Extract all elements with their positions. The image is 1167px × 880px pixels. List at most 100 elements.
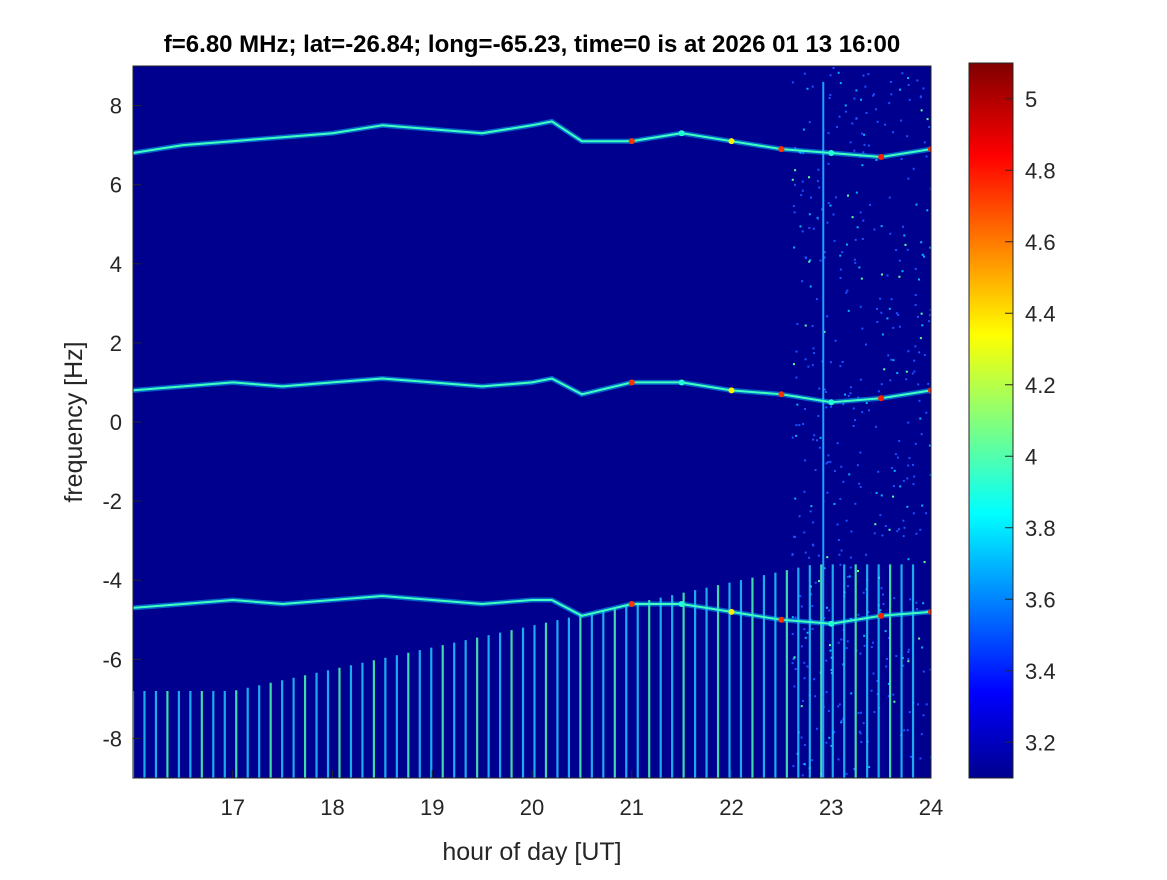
noise-speck (839, 497, 842, 500)
x-tick-label: 22 (719, 795, 743, 820)
noise-speck (834, 339, 837, 342)
noise-speck (837, 758, 840, 761)
noise-speck (803, 744, 806, 747)
noise-speck (886, 317, 889, 320)
noise-speck (794, 183, 797, 186)
trace-point (728, 608, 735, 615)
x-tick-label: 23 (819, 795, 843, 820)
noise-speck (820, 208, 823, 211)
noise-speck (848, 473, 851, 476)
noise-speck (928, 314, 931, 317)
noise-speck (880, 311, 883, 314)
noise-speck (920, 241, 923, 244)
noise-speck (894, 453, 897, 456)
noise-speck (803, 490, 806, 493)
noise-speck (808, 213, 811, 216)
noise-speck (850, 692, 853, 695)
noise-speck (818, 387, 821, 390)
noise-speck (816, 727, 819, 730)
noise-speck (857, 613, 860, 616)
noise-speck (907, 84, 910, 87)
noise-speck (846, 575, 849, 578)
noise-speck (838, 703, 841, 706)
noise-speck (793, 656, 796, 659)
noise-speck (872, 672, 875, 675)
noise-speck (906, 729, 909, 732)
noise-speck (795, 376, 798, 379)
noise-speck (906, 505, 909, 508)
noise-speck (833, 239, 836, 242)
colorbar-tick-label: 3.8 (1025, 516, 1056, 541)
y-tick-label: -4 (102, 568, 122, 593)
noise-speck (796, 403, 799, 406)
noise-speck (845, 772, 848, 775)
noise-speck (801, 774, 804, 777)
noise-speck (802, 128, 805, 131)
noise-speck (859, 305, 862, 308)
noise-speck (926, 118, 929, 121)
noise-speck (808, 260, 811, 263)
noise-speck (839, 82, 842, 85)
trace-point (878, 395, 885, 402)
noise-speck (923, 255, 926, 258)
colorbar-tick-label: 4.4 (1025, 301, 1056, 326)
noise-speck (823, 330, 826, 333)
noise-speck (800, 645, 803, 648)
noise-speck (897, 528, 900, 531)
trace-point (878, 153, 885, 160)
noise-speck (887, 354, 890, 357)
noise-speck (852, 425, 855, 428)
noise-speck (888, 307, 891, 310)
noise-speck (830, 668, 833, 671)
noise-speck (856, 226, 859, 229)
noise-speck (892, 131, 895, 134)
noise-speck (794, 497, 797, 500)
noise-speck (853, 768, 856, 771)
noise-speck (902, 519, 905, 522)
noise-speck (794, 535, 797, 538)
noise-speck (864, 343, 867, 346)
noise-speck (810, 618, 813, 621)
noise-speck (803, 408, 806, 411)
noise-speck (860, 740, 863, 743)
noise-speck (901, 270, 904, 273)
noise-speck (802, 423, 805, 426)
chart-title: f=6.80 MHz; lat=-26.84; long=-65.23, tim… (164, 31, 900, 58)
noise-speck (868, 766, 871, 769)
noise-speck (911, 463, 914, 466)
noise-speck (804, 551, 807, 554)
noise-speck (829, 649, 832, 652)
noise-speck (791, 178, 794, 181)
noise-speck (862, 591, 865, 594)
noise-speck (837, 705, 840, 708)
noise-speck (853, 419, 856, 422)
noise-speck (870, 689, 873, 692)
noise-speck (863, 634, 866, 637)
noise-speck (852, 407, 855, 410)
noise-speck (889, 232, 892, 235)
noise-speck (826, 491, 829, 494)
noise-speck (846, 585, 849, 588)
trace-point (678, 130, 685, 137)
colorbar-tick-label: 4.6 (1025, 230, 1056, 255)
colorbar-tick-label: 4 (1025, 444, 1037, 469)
noise-speck (859, 711, 862, 714)
y-tick-label: 6 (110, 173, 122, 198)
noise-speck (798, 423, 801, 426)
noise-speck (859, 211, 862, 214)
noise-speck (804, 324, 807, 327)
trace-line (133, 594, 931, 625)
noise-speck (803, 628, 806, 631)
noise-speck (919, 528, 922, 531)
noise-speck (808, 556, 811, 559)
colorbar-tick-label: 5 (1025, 87, 1037, 112)
noise-speck (792, 765, 795, 768)
noise-speck (873, 711, 876, 714)
noise-speck (920, 312, 923, 315)
noise-speck (801, 280, 804, 283)
noise-speck (928, 320, 931, 323)
noise-speck (877, 390, 880, 393)
noise-speck (829, 204, 832, 207)
noise-speck (876, 680, 879, 683)
